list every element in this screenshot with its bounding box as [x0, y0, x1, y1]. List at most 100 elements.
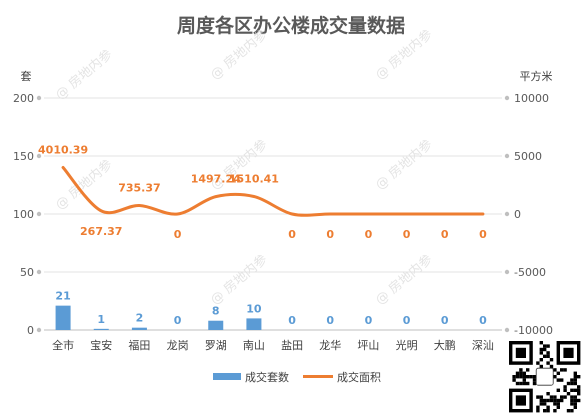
right-tick-marker — [504, 269, 510, 275]
left-tick-label: 0 — [27, 324, 34, 337]
qr-module — [532, 375, 537, 379]
qr-module — [560, 368, 564, 372]
qr-module — [573, 388, 577, 392]
watermark-text: @ 房地内参 — [52, 156, 115, 213]
right-tick-label: 5000 — [514, 150, 542, 163]
qr-module — [563, 385, 567, 389]
bar — [246, 318, 262, 330]
legend-line-label: 成交面积 — [337, 370, 381, 384]
qr-module — [536, 405, 540, 409]
qr-module — [577, 398, 581, 403]
qr-module — [560, 378, 564, 382]
line-value-label: 0 — [365, 228, 373, 241]
qr-module — [519, 368, 523, 372]
line-value-label: 0 — [174, 228, 182, 241]
qr-module — [556, 405, 560, 409]
qr-module — [573, 371, 577, 375]
left-axis: 0 50 100 150 200 — [13, 92, 42, 337]
qr-module — [546, 361, 550, 365]
watermark-layer: @ 房地内参 @ 房地内参 @ 房地内参@ 房地内参 @ 房地内参 @ 房地内参@ 房地… — [52, 26, 435, 308]
qr-module — [515, 371, 520, 375]
qr-module — [549, 358, 554, 362]
qr-finder-core — [563, 347, 574, 358]
qr-module — [522, 371, 526, 375]
category-label: 全市 — [52, 338, 74, 352]
qr-module — [560, 398, 564, 403]
line-value-label: 0 — [403, 228, 411, 241]
category-label: 光明 — [396, 338, 418, 352]
qr-module — [573, 375, 577, 379]
right-axis-unit: 平方米 — [520, 69, 553, 83]
qr-module — [570, 381, 574, 386]
bar-value-label: 8 — [212, 305, 220, 318]
bar-value-label: 2 — [136, 312, 144, 325]
qr-module — [546, 351, 550, 355]
qr-module — [539, 395, 543, 399]
left-tick-marker — [36, 327, 42, 333]
bar-value-label: 0 — [479, 314, 487, 327]
qr-module — [539, 398, 543, 403]
line-value-label: 0 — [326, 228, 334, 241]
qr-module — [526, 368, 530, 372]
line-value-label: 0 — [441, 228, 449, 241]
left-tick-marker — [36, 95, 42, 101]
right-tick-marker — [504, 327, 510, 333]
line-value-label: 0 — [288, 228, 296, 241]
left-tick-marker — [36, 211, 42, 217]
qr-module — [539, 402, 543, 406]
qr-module — [526, 375, 530, 379]
bar-value-label: 10 — [246, 302, 262, 315]
right-axis: -10000 -5000 0 5000 10000 — [504, 92, 553, 337]
watermark-text: @ 房地内参 — [372, 251, 435, 308]
bar-value-label: 0 — [365, 314, 373, 327]
qr-module — [526, 381, 530, 386]
qr-module — [553, 368, 557, 372]
qr-module — [529, 375, 533, 379]
qr-module — [543, 402, 547, 406]
qr-module — [546, 405, 550, 409]
line-value-label: 1510.41 — [229, 172, 279, 185]
category-label: 宝安 — [90, 338, 112, 352]
qr-module — [539, 351, 543, 355]
category-label: 大鹏 — [434, 338, 456, 352]
bar-value-label: 0 — [288, 314, 296, 327]
qr-module — [566, 409, 571, 413]
qr-module — [543, 409, 547, 413]
qr-module — [519, 371, 523, 375]
right-tick-marker — [504, 211, 510, 217]
right-tick-label: 0 — [514, 208, 521, 221]
bar-value-label: 0 — [174, 314, 182, 327]
qr-module — [553, 402, 557, 406]
qr-module — [573, 402, 577, 406]
qr-module — [553, 375, 557, 379]
qr-module — [573, 398, 577, 403]
qr-module — [536, 361, 540, 365]
qr-module — [546, 354, 550, 358]
right-tick-label: -5000 — [514, 266, 546, 279]
qr-module — [536, 395, 540, 399]
qr-module — [549, 395, 554, 399]
qr-module — [560, 395, 564, 399]
qr-code-icon — [507, 339, 583, 415]
qr-module — [522, 378, 526, 382]
legend-bar-label: 成交套数 — [245, 370, 289, 384]
left-axis-unit: 套 — [21, 70, 32, 83]
qr-finder-core — [515, 395, 526, 406]
qr-module — [543, 398, 547, 403]
left-tick-label: 100 — [13, 208, 34, 221]
qr-module — [519, 375, 523, 379]
category-label: 罗湖 — [205, 339, 227, 352]
line-series — [61, 165, 485, 217]
line-value-label: 267.37 — [80, 225, 122, 238]
qr-module — [570, 402, 574, 406]
bar — [131, 327, 147, 330]
qr-module — [566, 392, 571, 396]
watermark-text: @ 房地内参 — [372, 136, 435, 193]
qr-module — [519, 381, 523, 386]
legend: 成交套数 成交面积 — [213, 370, 381, 384]
qr-module — [577, 392, 581, 396]
qr-module — [512, 378, 516, 382]
left-tick-label: 150 — [13, 150, 34, 163]
